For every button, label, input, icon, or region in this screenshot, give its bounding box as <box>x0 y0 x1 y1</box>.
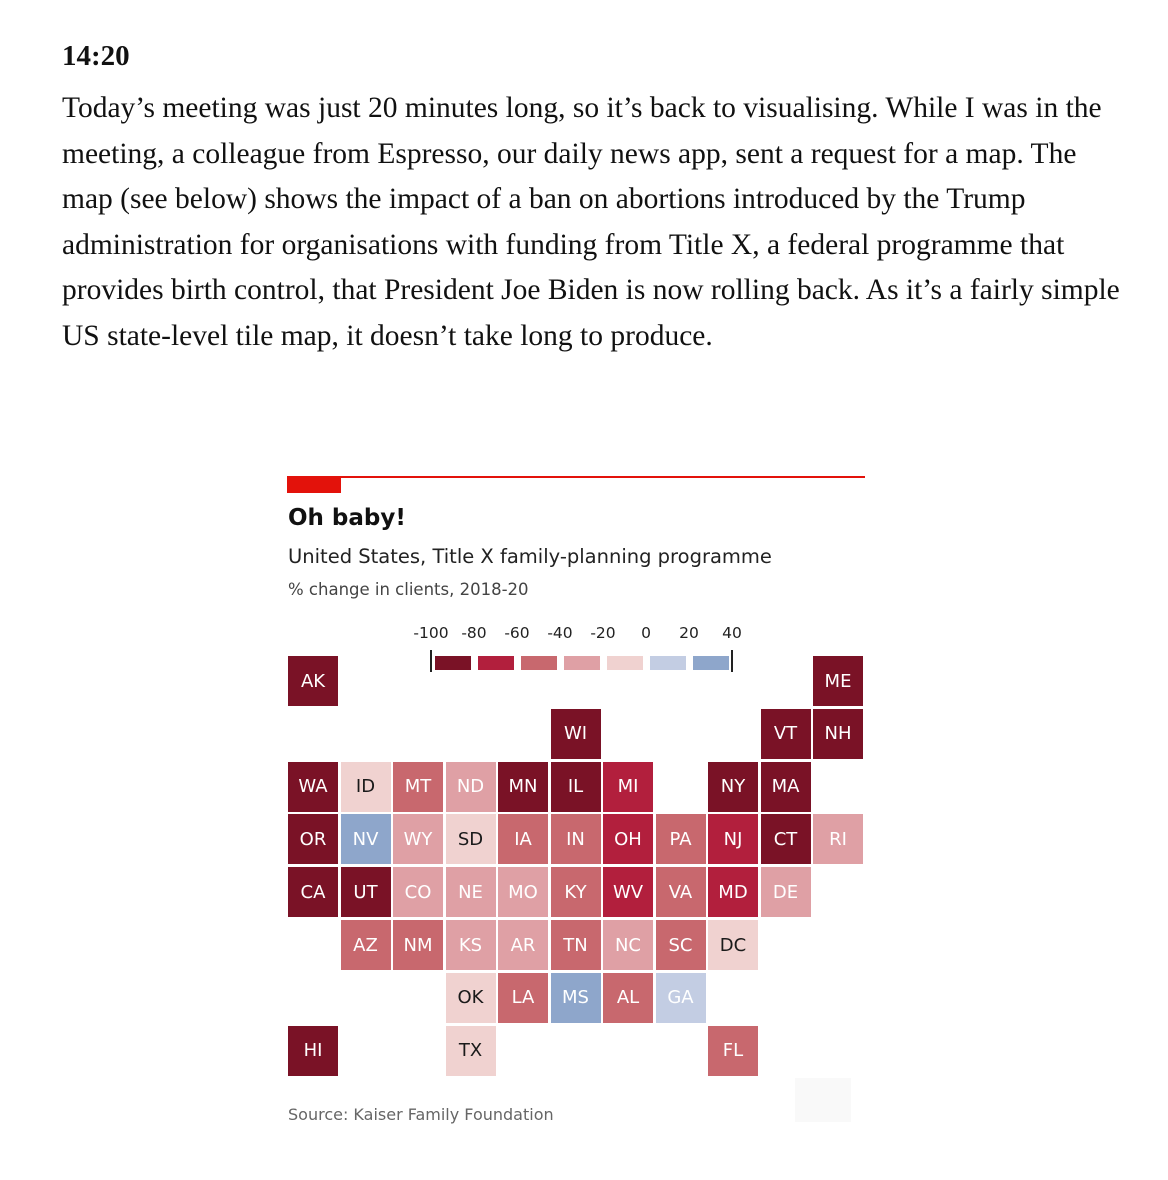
legend-tick-label: -20 <box>590 624 616 642</box>
state-tile-wi: WI <box>550 708 601 759</box>
chart-title: Oh baby! <box>288 505 406 531</box>
state-tile-ca: CA <box>288 867 338 918</box>
state-tile-hi: HI <box>288 1025 338 1076</box>
state-tile-in: IN <box>550 814 601 865</box>
faint-watermark <box>795 1078 851 1122</box>
state-tile-nj: NJ <box>708 814 758 865</box>
state-tile-id: ID <box>340 761 391 812</box>
state-tile-tn: TN <box>550 920 601 970</box>
legend-tick-label: -60 <box>504 624 530 642</box>
state-tile-nv: NV <box>340 814 391 865</box>
state-tile-nc: NC <box>603 920 653 970</box>
state-tile-ny: NY <box>708 761 758 812</box>
state-tile-ia: IA <box>498 814 548 865</box>
chart-top-rule <box>287 476 865 478</box>
state-tile-tx: TX <box>445 1025 496 1076</box>
state-tile-ar: AR <box>498 920 548 970</box>
state-tile-mo: MO <box>498 867 548 918</box>
state-tile-ma: MA <box>760 761 811 812</box>
legend-swatch <box>478 656 514 670</box>
state-tile-la: LA <box>498 972 548 1023</box>
legend-end-mark <box>430 650 432 672</box>
legend-swatch <box>435 656 471 670</box>
legend-tick-label: 40 <box>722 624 742 642</box>
article-paragraph: Today’s meeting was just 20 minutes long… <box>62 92 1120 352</box>
legend-swatch <box>564 656 600 670</box>
state-tile-ok: OK <box>445 972 496 1023</box>
state-tile-sc: SC <box>655 920 706 970</box>
state-tile-nm: NM <box>393 920 443 970</box>
legend-tick-label: 0 <box>641 624 651 642</box>
state-tile-vt: VT <box>760 708 811 759</box>
chart-source: Source: Kaiser Family Foundation <box>288 1105 554 1124</box>
state-tile-mt: MT <box>393 761 443 812</box>
state-tile-me: ME <box>813 656 863 706</box>
article-time: 14:20 <box>62 40 130 72</box>
state-tile-ut: UT <box>340 867 391 918</box>
state-tile-wy: WY <box>393 814 443 865</box>
chart-red-tag <box>287 476 341 493</box>
state-tile-va: VA <box>655 867 706 918</box>
state-tile-pa: PA <box>655 814 706 865</box>
state-tile-nh: NH <box>813 708 863 759</box>
state-tile-al: AL <box>603 972 653 1023</box>
legend-swatch <box>650 656 686 670</box>
state-tile-wv: WV <box>603 867 653 918</box>
state-tile-fl: FL <box>708 1025 758 1076</box>
state-tile-ct: CT <box>760 814 811 865</box>
legend-end-mark <box>731 650 733 672</box>
state-tile-ks: KS <box>445 920 496 970</box>
state-tile-ky: KY <box>550 867 601 918</box>
chart-unit-label: % change in clients, 2018-20 <box>288 580 529 599</box>
state-tile-sd: SD <box>445 814 496 865</box>
legend-tick-label: -40 <box>547 624 573 642</box>
state-tile-dc: DC <box>708 920 758 970</box>
state-tile-wa: WA <box>288 761 338 812</box>
state-tile-oh: OH <box>603 814 653 865</box>
state-tile-mi: MI <box>603 761 653 812</box>
legend-swatch <box>607 656 643 670</box>
legend-tick-label: -100 <box>413 624 449 642</box>
state-tile-nd: ND <box>445 761 496 812</box>
state-tile-ga: GA <box>655 972 706 1023</box>
legend-tick-label: -80 <box>461 624 487 642</box>
state-tile-ms: MS <box>550 972 601 1023</box>
legend-swatch <box>521 656 557 670</box>
state-tile-co: CO <box>393 867 443 918</box>
legend-tick-label: 20 <box>679 624 699 642</box>
state-tile-il: IL <box>550 761 601 812</box>
state-tile-mn: MN <box>498 761 548 812</box>
legend-swatch <box>693 656 729 670</box>
state-tile-ak: AK <box>288 656 338 706</box>
state-tile-or: OR <box>288 814 338 865</box>
state-tile-ri: RI <box>813 814 863 865</box>
state-tile-ne: NE <box>445 867 496 918</box>
state-tile-az: AZ <box>340 920 391 970</box>
state-tile-de: DE <box>760 867 811 918</box>
chart-subtitle: United States, Title X family-planning p… <box>288 545 772 568</box>
state-tile-md: MD <box>708 867 758 918</box>
